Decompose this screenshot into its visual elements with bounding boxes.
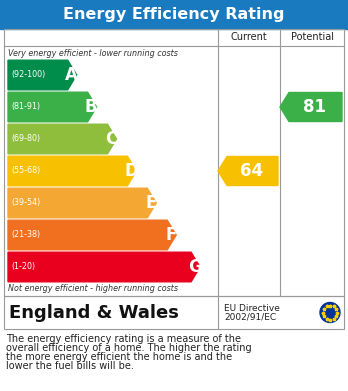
Text: Very energy efficient - lower running costs: Very energy efficient - lower running co…	[8, 49, 178, 58]
Text: Current: Current	[231, 32, 267, 43]
Text: Potential: Potential	[291, 32, 333, 43]
Circle shape	[320, 303, 340, 323]
Text: EU Directive: EU Directive	[224, 304, 280, 313]
Polygon shape	[8, 60, 77, 90]
Text: lower the fuel bills will be.: lower the fuel bills will be.	[6, 361, 134, 371]
Text: 2002/91/EC: 2002/91/EC	[224, 312, 276, 321]
Text: (1-20): (1-20)	[11, 262, 35, 271]
Text: 64: 64	[240, 162, 263, 180]
Text: C: C	[105, 130, 117, 148]
Text: (81-91): (81-91)	[11, 102, 40, 111]
Text: (39-54): (39-54)	[11, 199, 40, 208]
Text: D: D	[124, 162, 138, 180]
Bar	[4, 29, 344, 296]
Polygon shape	[218, 156, 278, 185]
Polygon shape	[8, 252, 200, 282]
Text: (55-68): (55-68)	[11, 167, 40, 176]
Polygon shape	[8, 220, 176, 250]
Text: 81: 81	[303, 98, 326, 116]
Polygon shape	[8, 124, 117, 154]
Text: E: E	[145, 194, 157, 212]
Text: England & Wales: England & Wales	[9, 303, 179, 321]
Text: (92-100): (92-100)	[11, 70, 45, 79]
Text: (21-38): (21-38)	[11, 231, 40, 240]
Text: B: B	[85, 98, 97, 116]
Polygon shape	[8, 156, 136, 186]
Bar	[4, 296, 344, 329]
Text: The energy efficiency rating is a measure of the: The energy efficiency rating is a measur…	[6, 334, 241, 344]
Text: F: F	[165, 226, 176, 244]
Text: G: G	[188, 258, 201, 276]
Text: A: A	[65, 66, 78, 84]
Bar	[0, 0, 348, 29]
Text: overall efficiency of a home. The higher the rating: overall efficiency of a home. The higher…	[6, 343, 252, 353]
Text: Energy Efficiency Rating: Energy Efficiency Rating	[63, 7, 285, 22]
Text: the more energy efficient the home is and the: the more energy efficient the home is an…	[6, 352, 232, 362]
Polygon shape	[8, 188, 156, 218]
Text: Not energy efficient - higher running costs: Not energy efficient - higher running co…	[8, 284, 178, 293]
Text: (69-80): (69-80)	[11, 135, 40, 143]
Polygon shape	[8, 92, 97, 122]
Polygon shape	[280, 93, 342, 122]
